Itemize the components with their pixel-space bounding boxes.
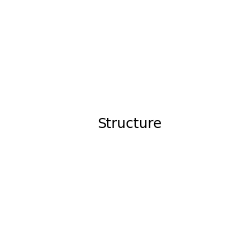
Text: Structure: Structure: [97, 117, 162, 131]
